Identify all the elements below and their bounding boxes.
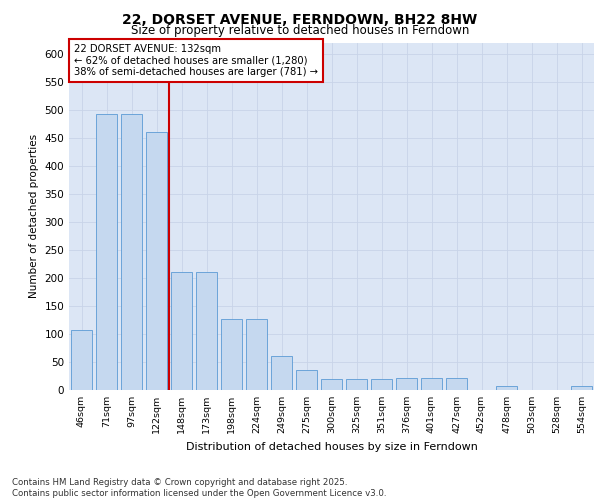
X-axis label: Distribution of detached houses by size in Ferndown: Distribution of detached houses by size …: [185, 442, 478, 452]
Bar: [296, 370, 317, 390]
Text: 22 DORSET AVENUE: 132sqm
← 62% of detached houses are smaller (1,280)
38% of sem: 22 DORSET AVENUE: 132sqm ← 62% of detach…: [74, 44, 318, 78]
Bar: [371, 379, 392, 390]
Text: Size of property relative to detached houses in Ferndown: Size of property relative to detached ho…: [131, 24, 469, 37]
Bar: [321, 379, 342, 390]
Bar: [221, 320, 242, 390]
Bar: [171, 272, 192, 390]
Bar: [146, 132, 167, 390]
Bar: [346, 379, 367, 390]
Bar: [96, 114, 117, 390]
Bar: [271, 356, 292, 390]
Text: Contains HM Land Registry data © Crown copyright and database right 2025.
Contai: Contains HM Land Registry data © Crown c…: [12, 478, 386, 498]
Y-axis label: Number of detached properties: Number of detached properties: [29, 134, 39, 298]
Bar: [421, 378, 442, 390]
Bar: [71, 330, 92, 390]
Bar: [121, 114, 142, 390]
Text: 22, DORSET AVENUE, FERNDOWN, BH22 8HW: 22, DORSET AVENUE, FERNDOWN, BH22 8HW: [122, 12, 478, 26]
Bar: [396, 378, 417, 390]
Bar: [196, 272, 217, 390]
Bar: [496, 386, 517, 390]
Bar: [446, 378, 467, 390]
Bar: [246, 320, 267, 390]
Bar: [571, 386, 592, 390]
